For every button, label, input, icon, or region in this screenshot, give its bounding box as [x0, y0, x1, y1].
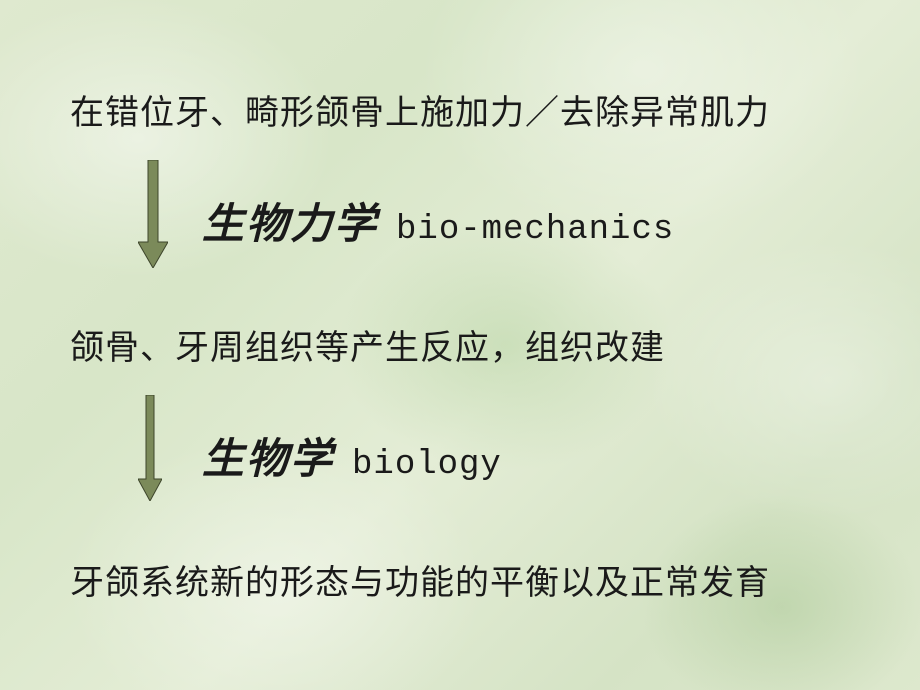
down-arrow-icon [138, 160, 168, 273]
label-biology-cn: 生物学 [202, 425, 334, 486]
down-arrow-icon [138, 395, 162, 506]
label-biomechanics-cn: 生物力学 [202, 190, 378, 251]
text-line-3: 牙颌系统新的形态与功能的平衡以及正常发育 [70, 555, 770, 604]
label-biomechanics-en: bio-mechanics [396, 211, 674, 249]
arrow-shape [138, 395, 162, 501]
text-line-1: 在错位牙、畸形颌骨上施加力／去除异常肌力 [70, 85, 770, 134]
slide: 在错位牙、畸形颌骨上施加力／去除异常肌力 生物力学 bio-mechanics … [0, 0, 920, 690]
label-biology: 生物学 biology [202, 425, 502, 486]
label-biomechanics: 生物力学 bio-mechanics [202, 190, 674, 251]
label-biology-en: biology [352, 446, 502, 484]
text-line-2: 颌骨、牙周组织等产生反应，组织改建 [70, 320, 665, 369]
arrow-shape [138, 160, 168, 268]
